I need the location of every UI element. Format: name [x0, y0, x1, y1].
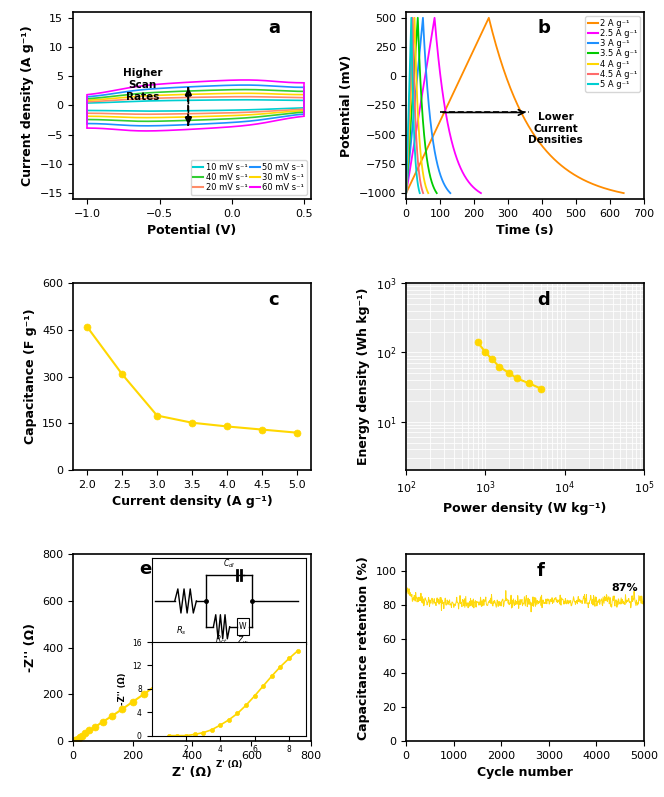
X-axis label: Potential (V): Potential (V): [147, 224, 236, 238]
Legend: 2 A g⁻¹, 2.5 A g⁻¹, 3 A g⁻¹, 3.5 A g⁻¹, 4 A g⁻¹, 4.5 A g⁻¹, 5 A g⁻¹: 2 A g⁻¹, 2.5 A g⁻¹, 3 A g⁻¹, 3.5 A g⁻¹, …: [585, 16, 640, 92]
Text: e: e: [139, 559, 152, 578]
Y-axis label: Energy density (Wh kg⁻¹): Energy density (Wh kg⁻¹): [357, 288, 371, 465]
Y-axis label: Capacitance (F g⁻¹): Capacitance (F g⁻¹): [24, 308, 37, 445]
Text: f: f: [537, 562, 545, 579]
Legend: 10 mV s⁻¹, 40 mV s⁻¹, 20 mV s⁻¹, 50 mV s⁻¹, 30 mV s⁻¹, 60 mV s⁻¹: 10 mV s⁻¹, 40 mV s⁻¹, 20 mV s⁻¹, 50 mV s…: [191, 160, 307, 194]
X-axis label: Cycle number: Cycle number: [477, 767, 573, 779]
Text: d: d: [537, 291, 550, 308]
X-axis label: Z' (Ω): Z' (Ω): [172, 767, 212, 779]
X-axis label: Power density (W kg⁻¹): Power density (W kg⁻¹): [444, 502, 607, 515]
Y-axis label: Current density (A g⁻¹): Current density (A g⁻¹): [21, 25, 35, 186]
Y-axis label: -Z'' (Ω): -Z'' (Ω): [24, 623, 37, 672]
Y-axis label: Capacitance retention (%): Capacitance retention (%): [357, 556, 370, 740]
Text: 87%: 87%: [612, 583, 638, 593]
Text: Higher
Scan
Rates: Higher Scan Rates: [122, 69, 162, 101]
Y-axis label: Potential (mV): Potential (mV): [341, 54, 353, 156]
X-axis label: Current density (A g⁻¹): Current density (A g⁻¹): [112, 496, 272, 508]
Text: b: b: [537, 19, 550, 37]
X-axis label: Time (s): Time (s): [496, 224, 554, 238]
Text: c: c: [268, 291, 279, 308]
Text: a: a: [268, 19, 280, 37]
Text: Lower
Current
Densities: Lower Current Densities: [529, 112, 583, 145]
